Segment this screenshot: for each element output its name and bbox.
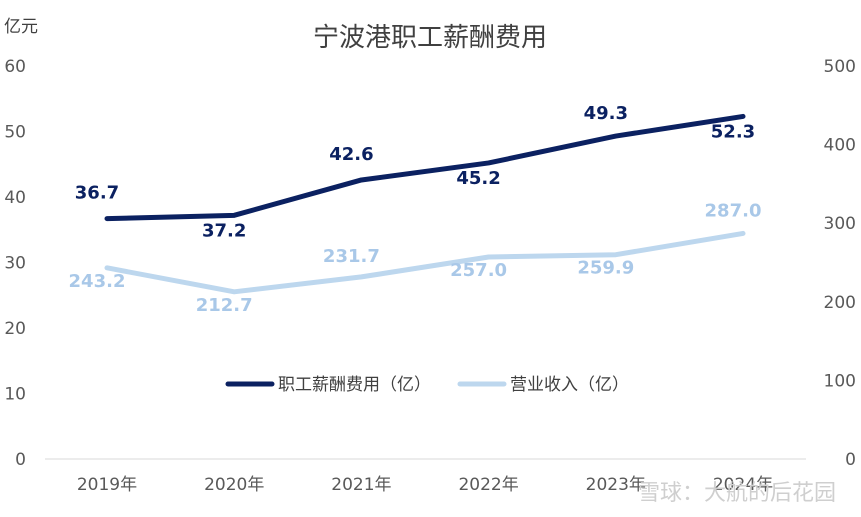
series-line-1 [104, 230, 746, 295]
data-label: 257.0 [450, 260, 507, 281]
series-lines [104, 113, 746, 295]
data-label: 49.3 [584, 103, 628, 124]
data-label: 42.6 [329, 144, 373, 165]
x-axis-tick-label: 2022年 [458, 475, 518, 495]
right-axis-tick-label: 500 [824, 57, 856, 77]
right-axis-tick-label: 100 [824, 371, 856, 391]
left-axis-tick-label: 50 [4, 123, 26, 143]
data-label: 52.3 [711, 121, 755, 142]
x-axis-ticks: 2019年 2020年 2021年 2022年 2023年 2024年 [77, 475, 773, 495]
legend-label: 职工薪酬费用（亿） [278, 375, 431, 395]
left-axis-tick-label: 0 [15, 450, 26, 470]
data-label: 212.7 [196, 295, 253, 316]
series-line-0 [104, 113, 746, 222]
chart-title: 宁波港职工薪酬费用 [313, 23, 547, 53]
left-axis-tick-label: 60 [4, 57, 26, 77]
watermark: 雪球：大航的后花园 [638, 481, 836, 506]
data-label: 287.0 [705, 200, 762, 221]
left-axis-ticks: 0 10 20 30 40 50 60 [4, 57, 26, 470]
left-axis-tick-label: 20 [4, 319, 26, 339]
legend: 职工薪酬费用（亿） 营业收入（亿） [225, 375, 629, 395]
right-axis-tick-label: 400 [824, 136, 856, 156]
right-axis-tick-label: 0 [845, 450, 856, 470]
left-axis-tick-label: 10 [4, 385, 26, 405]
x-axis-tick-label: 2019年 [77, 475, 137, 495]
right-axis-tick-label: 200 [824, 293, 856, 313]
right-axis-tick-label: 300 [824, 214, 856, 234]
x-axis-tick-label: 2021年 [331, 475, 391, 495]
data-label: 37.2 [202, 220, 246, 241]
data-label: 231.7 [323, 246, 380, 267]
legend-label: 营业收入（亿） [510, 375, 629, 395]
x-axis-tick-label: 2020年 [204, 475, 264, 495]
data-labels: 36.7 37.2 42.6 45.2 49.3 52.3 243.2 212.7 231.7 2… [69, 103, 762, 316]
right-axis-ticks: 0 100 200 300 400 500 [824, 57, 856, 470]
x-axis-tick-label: 2023年 [586, 475, 646, 495]
data-label: 45.2 [456, 168, 500, 189]
left-axis-tick-label: 30 [4, 254, 26, 274]
data-label: 259.9 [577, 258, 634, 279]
data-label: 243.2 [69, 271, 126, 292]
x-axis-tick-label: 2024年 [713, 475, 773, 495]
y-axis-unit: 亿元 [4, 17, 38, 37]
data-label: 36.7 [75, 183, 119, 204]
left-axis-tick-label: 40 [4, 188, 26, 208]
